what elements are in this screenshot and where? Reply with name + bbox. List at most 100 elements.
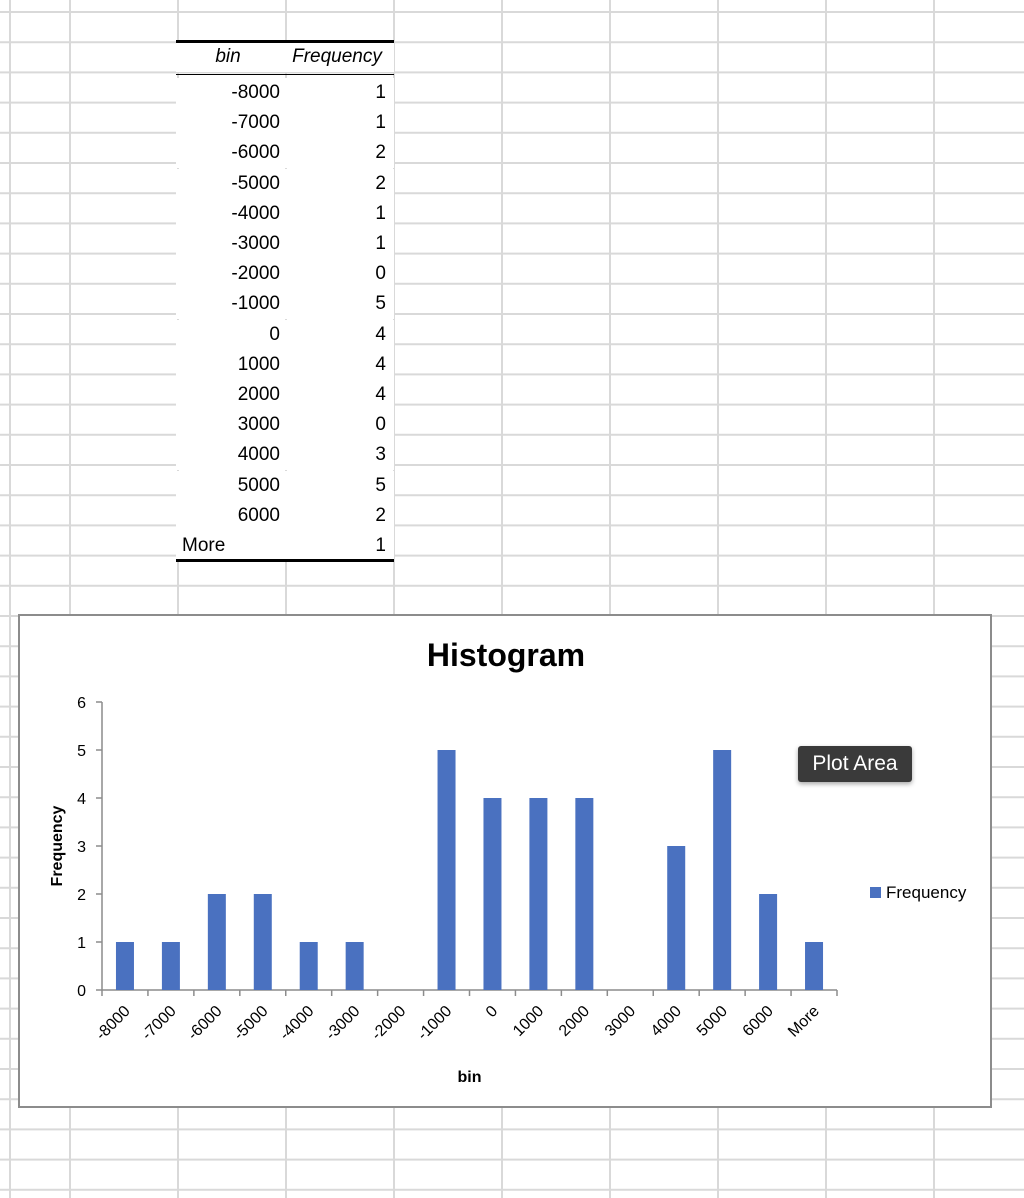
bar--6000	[207, 894, 226, 990]
table-row: -1000 5	[176, 289, 394, 320]
x-tick-label: -6000	[185, 1003, 226, 1044]
table-cell-bin[interactable]: -4000	[231, 202, 280, 224]
table-header-row: bin Frequency	[176, 42, 394, 72]
table-cell-frequency[interactable]: 4	[375, 323, 386, 345]
table-cell-frequency[interactable]: 1	[375, 202, 386, 224]
x-tick-label: -3000	[323, 1003, 364, 1044]
table-cell-frequency[interactable]: 5	[375, 474, 386, 496]
x-tick-label: -5000	[231, 1003, 272, 1044]
x-tick-label: 3000	[602, 1003, 639, 1040]
table-row: -2000 0	[176, 259, 394, 290]
table-row: -8000 1	[176, 78, 394, 108]
legend-swatch	[870, 887, 881, 898]
table-cell-bin[interactable]: -3000	[231, 233, 280, 254]
table-cell-bin[interactable]: 4000	[237, 444, 280, 466]
table-cell-bin[interactable]: 2000	[237, 384, 280, 405]
y-tick-label: 6	[77, 695, 86, 712]
table-cell-frequency[interactable]: 2	[375, 142, 386, 164]
chart-svg: Histogram 0 1 2 3 4 5 6 Frequency -8000 -7000 -6000…	[49, 637, 967, 1086]
x-tick-label: 1000	[510, 1003, 547, 1040]
table-cell-bin[interactable]: -8000	[231, 82, 280, 103]
table-row: -4000 1	[176, 198, 394, 229]
table-cell-frequency[interactable]: 1	[375, 112, 386, 134]
table-row: 1000 4	[176, 349, 394, 380]
table-cell-frequency[interactable]: 2	[375, 172, 386, 194]
bar--7000	[161, 942, 180, 990]
table-row: 5000 5	[176, 470, 394, 501]
legend-label: Frequency	[886, 883, 967, 902]
table-top-border	[176, 40, 394, 43]
table-cell-bin[interactable]: -5000	[231, 172, 280, 194]
bar-2000	[575, 798, 594, 990]
x-tick-label: 4000	[648, 1003, 685, 1040]
table-cell-bin[interactable]: 3000	[237, 414, 280, 436]
bar-4000	[667, 846, 686, 990]
table-row: -5000 2	[176, 168, 394, 199]
x-tick-label: 0	[483, 1003, 501, 1021]
x-tick-label: 2000	[556, 1003, 593, 1040]
table-cell-bin[interactable]: -7000	[231, 112, 280, 134]
x-axis-title: bin	[458, 1069, 482, 1086]
table-row: -6000 2	[176, 138, 394, 169]
table-row: -7000 1	[176, 108, 394, 139]
table-cell-bin[interactable]: -2000	[231, 263, 280, 285]
y-tick-label: 1	[77, 935, 86, 952]
table-cell-frequency[interactable]: 4	[375, 353, 386, 375]
table-header-border	[176, 74, 394, 75]
table-cell-bin[interactable]: 5000	[237, 474, 280, 496]
table-row: 4000 3	[176, 440, 394, 471]
x-tick-label: -7000	[139, 1003, 180, 1044]
bar--5000	[253, 894, 272, 990]
table-cell-frequency[interactable]: 1	[375, 535, 386, 556]
y-tick-label: 4	[77, 791, 86, 808]
bar-1000	[529, 798, 548, 990]
bar-0	[483, 798, 502, 990]
table-cell-bin[interactable]: 0	[269, 323, 280, 345]
bar--4000	[299, 942, 318, 990]
table-cell-bin[interactable]: 6000	[237, 504, 280, 526]
table-cell-bin[interactable]: -1000	[231, 293, 280, 315]
table-cell-frequency[interactable]: 2	[375, 504, 386, 526]
chart-title: Histogram	[427, 637, 585, 673]
y-tick-label: 0	[77, 983, 86, 1000]
x-tick-label: -1000	[414, 1003, 455, 1044]
table-row: 3000 0	[176, 410, 394, 441]
y-axis-title: Frequency	[49, 805, 66, 886]
table-cell-frequency[interactable]: 1	[375, 233, 386, 254]
header-frequency[interactable]: Frequency	[292, 46, 382, 67]
bar--8000	[115, 942, 134, 990]
table-cell-frequency[interactable]: 5	[375, 293, 386, 315]
table-cell-bin[interactable]: 1000	[237, 353, 280, 375]
bar-More	[805, 942, 824, 990]
frequency-table: bin Frequency -8000 1 -7000 1 -6000 2 -5000 2 -4…	[176, 40, 394, 570]
bar--3000	[345, 942, 364, 990]
x-tick-label: 5000	[694, 1003, 731, 1040]
table-row: 6000 2	[176, 500, 394, 531]
plot-area-tooltip: Plot Area	[798, 746, 912, 782]
y-tick-label: 2	[77, 887, 86, 904]
y-tick-label: 5	[77, 743, 86, 760]
table-cell-bin[interactable]: More	[182, 535, 226, 556]
y-tick-label: 3	[77, 839, 86, 856]
x-tick-label: -4000	[277, 1003, 318, 1044]
table-cell-frequency[interactable]: 1	[375, 82, 386, 103]
table-bottom-border	[176, 559, 394, 563]
x-tick-label: -8000	[93, 1003, 134, 1044]
header-bin[interactable]: bin	[215, 46, 241, 67]
bar-6000	[759, 894, 778, 990]
x-tick-label: More	[785, 1003, 823, 1041]
table-row: 2000 4	[176, 380, 394, 410]
table-cell-bin[interactable]: -6000	[231, 142, 280, 164]
table-cell-frequency[interactable]: 0	[375, 263, 386, 285]
table-row: More 1	[176, 531, 394, 561]
table-cell-frequency[interactable]: 0	[375, 414, 386, 436]
x-tick-label: -2000	[368, 1003, 409, 1044]
histogram-chart[interactable]: Histogram 0 1 2 3 4 5 6 Frequency -8000 -7000 -6000…	[18, 614, 992, 1108]
x-tick-label: 6000	[740, 1003, 777, 1040]
table-row: -3000 1	[176, 229, 394, 259]
table-cell-frequency[interactable]: 4	[375, 384, 386, 405]
bar-5000	[713, 750, 732, 990]
bar--1000	[437, 750, 456, 990]
table-cell-frequency[interactable]: 3	[375, 444, 386, 466]
